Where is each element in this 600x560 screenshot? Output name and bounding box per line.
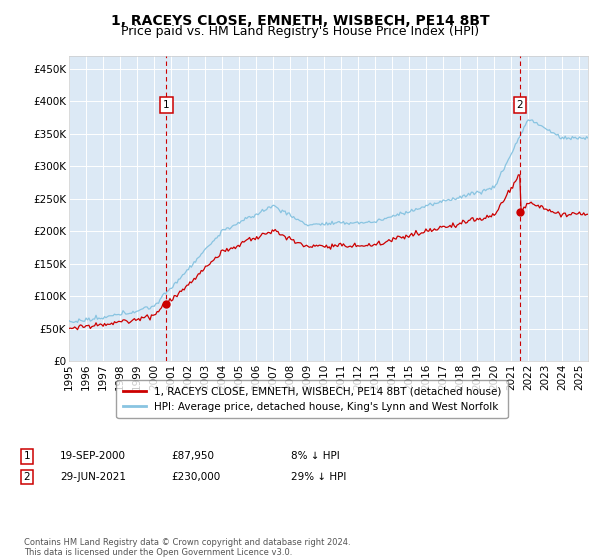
Text: 1, RACEYS CLOSE, EMNETH, WISBECH, PE14 8BT: 1, RACEYS CLOSE, EMNETH, WISBECH, PE14 8… — [110, 14, 490, 28]
Text: 8% ↓ HPI: 8% ↓ HPI — [291, 451, 340, 461]
Text: 2: 2 — [23, 472, 31, 482]
Text: Contains HM Land Registry data © Crown copyright and database right 2024.
This d: Contains HM Land Registry data © Crown c… — [24, 538, 350, 557]
Text: 2: 2 — [517, 100, 523, 110]
Text: 1: 1 — [23, 451, 31, 461]
Text: 1: 1 — [163, 100, 170, 110]
Text: 29-JUN-2021: 29-JUN-2021 — [60, 472, 126, 482]
Legend: 1, RACEYS CLOSE, EMNETH, WISBECH, PE14 8BT (detached house), HPI: Average price,: 1, RACEYS CLOSE, EMNETH, WISBECH, PE14 8… — [116, 380, 508, 418]
Text: £87,950: £87,950 — [171, 451, 214, 461]
Text: 19-SEP-2000: 19-SEP-2000 — [60, 451, 126, 461]
Text: £230,000: £230,000 — [171, 472, 220, 482]
Text: Price paid vs. HM Land Registry's House Price Index (HPI): Price paid vs. HM Land Registry's House … — [121, 25, 479, 38]
Text: 29% ↓ HPI: 29% ↓ HPI — [291, 472, 346, 482]
